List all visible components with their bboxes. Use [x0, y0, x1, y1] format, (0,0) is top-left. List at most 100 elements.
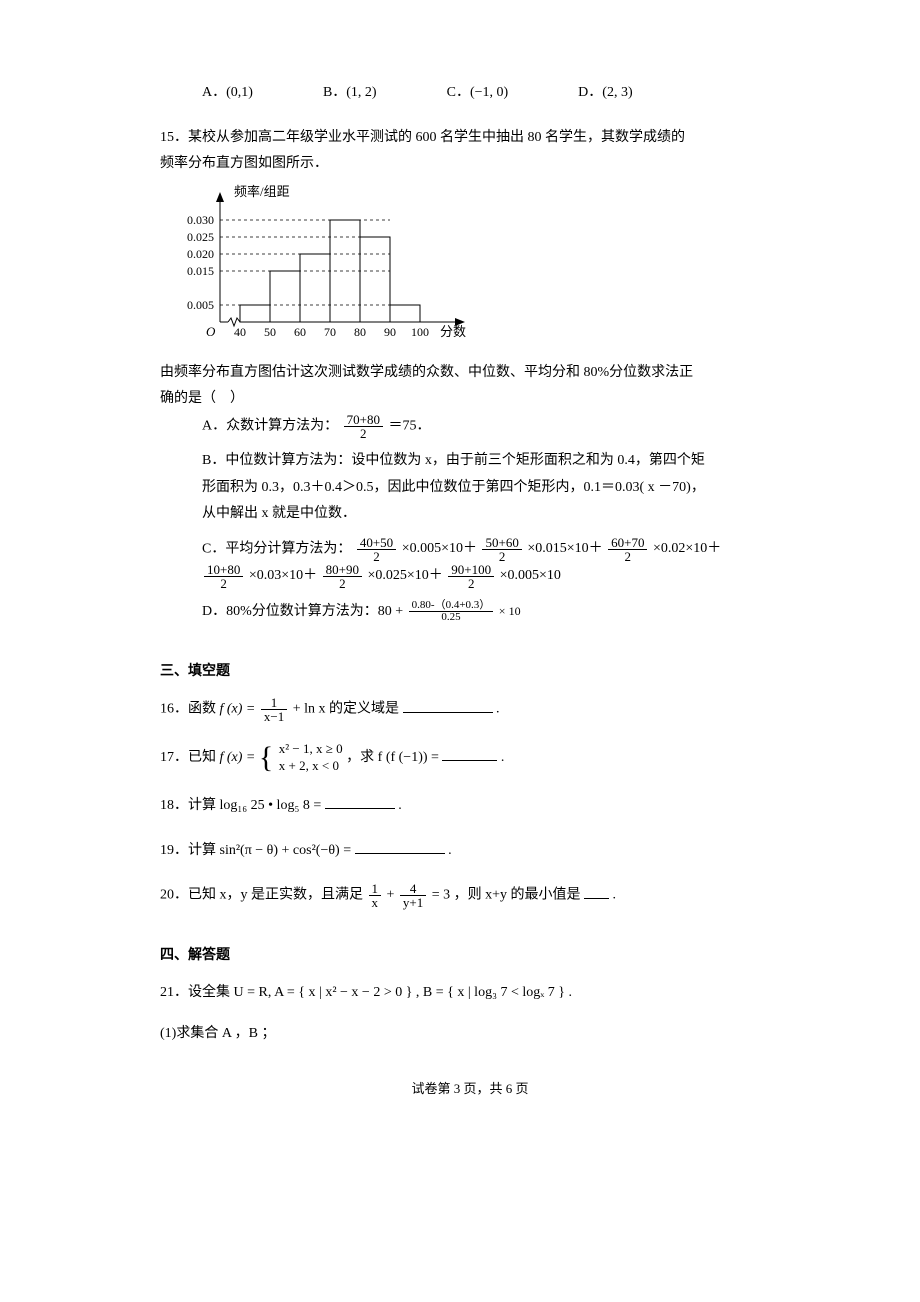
n: 1 [369, 882, 382, 895]
piece1: x² − 1, x ≥ 0 [279, 741, 343, 758]
q15-optC-row2: 10+802 ×0.03×10＋ 80+902 ×0.025×10＋ 90+10… [202, 563, 780, 590]
frac-c5: 80+902 [323, 563, 362, 590]
svg-text:100: 100 [411, 325, 429, 339]
q15-optC-pre: C．平均分计算方法为： [202, 542, 351, 557]
q15-optA-frac: 70+80 2 [344, 413, 383, 440]
q18-period: . [398, 798, 402, 813]
page-root: A．(0,1) B．(1, 2) C．(−1, 0) D．(2, 3) 15．某… [0, 0, 920, 1302]
q15-opt-D: D．80%分位数计算方法为：80 + 0.80-（0.4+0.3） 0.25 ×… [202, 599, 780, 626]
q14-choice-A: A．(0,1) [202, 80, 253, 107]
page-footer: 试卷第 3 页，共 6 页 [160, 1077, 780, 1102]
q20-period: . [613, 888, 617, 903]
svg-text:90: 90 [384, 325, 396, 339]
k6: ×0.005×10 [500, 569, 561, 584]
section-4-heading: 四、解答题 [160, 943, 780, 970]
k4: ×0.03×10＋ [249, 569, 317, 584]
q16-pre: 16．函数 [160, 702, 216, 717]
q17-period: . [501, 750, 505, 765]
q17-piecewise: x² − 1, x ≥ 0 x + 2, x < 0 [279, 741, 343, 775]
q14-choice-C: C．(−1, 0) [447, 80, 509, 107]
svg-text:0.005: 0.005 [187, 298, 214, 312]
q16-fx: f (x) = [220, 702, 256, 717]
q19: 19．计算 sin²(π − θ) + cos²(−θ) = . [160, 838, 780, 865]
frac-c4: 10+802 [204, 563, 243, 590]
d: 2 [323, 576, 362, 590]
frac-c1: 40+502 [357, 536, 396, 563]
n: 50+60 [482, 536, 521, 549]
n: 80+90 [323, 563, 362, 576]
q17: 17．已知 f (x) = { x² − 1, x ≥ 0 x + 2, x <… [160, 741, 780, 775]
d: y+1 [400, 895, 426, 909]
q20-frac1: 1 x [369, 882, 382, 909]
q15-stem-line2: 频率分布直方图如图所示． [160, 151, 780, 178]
q15-stem-line4: 确的是（ ） [160, 386, 780, 413]
n: 60+70 [608, 536, 647, 549]
n: 4 [400, 882, 426, 895]
q19-blank [355, 840, 445, 854]
svg-text:0.020: 0.020 [187, 247, 214, 261]
k3: ×0.02×10＋ [653, 541, 721, 556]
svg-text:80: 80 [354, 325, 366, 339]
q15-histogram: 0.0050.0150.0200.0250.030405060708090100… [160, 182, 780, 352]
q20-frac2: 4 y+1 [400, 882, 426, 909]
n: 0.80-（0.4+0.3） [409, 600, 494, 611]
n: 10+80 [204, 563, 243, 576]
d: 2 [482, 549, 521, 563]
q15-stem-line3: 由频率分布直方图估计这次测试数学成绩的众数、中位数、平均分和 80%分位数求法正 [160, 360, 780, 387]
frac-num: 70+80 [344, 413, 383, 426]
svg-text:50: 50 [264, 325, 276, 339]
q15-number: 15． [160, 130, 188, 145]
q15-optD-post: × 10 [499, 604, 521, 618]
d: 2 [357, 549, 396, 563]
piece2: x + 2, x < 0 [279, 758, 343, 775]
q14-choice-B: B．(1, 2) [323, 80, 377, 107]
q18-blank [325, 795, 395, 809]
svg-text:0.030: 0.030 [187, 213, 214, 227]
d: 2 [608, 549, 647, 563]
q20-pre: 20．已知 x，y 是正实数，且满足 [160, 888, 363, 903]
q15-optA-post: ＝75． [388, 419, 430, 434]
svg-text:40: 40 [234, 325, 246, 339]
q16-post: + ln x 的定义域是 [293, 702, 399, 717]
frac-c2: 50+602 [482, 536, 521, 563]
q15-optA-pre: A．众数计算方法为： [202, 419, 338, 434]
svg-text:0.015: 0.015 [187, 264, 214, 278]
q17-blank [442, 748, 497, 762]
q21-line2: (1)求集合 A ，B ； [160, 1021, 780, 1048]
q18: 18．计算 log₁₆ 25 • log₅ 8 = . [160, 793, 780, 820]
k2: ×0.015×10＋ [527, 541, 602, 556]
q15-optD-pre: D．80%分位数计算方法为：80 + [202, 604, 403, 619]
q15-optD-frac: 0.80-（0.4+0.3） 0.25 [409, 600, 494, 623]
q17-post: ，求 f (f (−1)) = [346, 750, 439, 765]
frac-c6: 90+1002 [448, 563, 494, 590]
n: 90+100 [448, 563, 494, 576]
q15-stem1-text: 某校从参加高二年级学业水平测试的 600 名学生中抽出 80 名学生，其数学成绩… [188, 130, 685, 145]
q15-opt-C: C．平均分计算方法为： 40+502 ×0.005×10＋ 50+602 ×0.… [202, 536, 780, 591]
q15-optC-row1: C．平均分计算方法为： 40+502 ×0.005×10＋ 50+602 ×0.… [202, 536, 780, 563]
q17-fx: f (x) = [220, 750, 256, 765]
svg-text:O: O [206, 324, 216, 339]
k1: ×0.005×10＋ [402, 541, 477, 556]
n: 40+50 [357, 536, 396, 549]
q20-eq: = 3 ，则 x+y 的最小值是 [432, 888, 581, 903]
q15-optB-l3: 从中解出 x 就是中位数． [202, 501, 780, 528]
q14-choice-D: D．(2, 3) [578, 80, 632, 107]
q16-period: . [496, 702, 500, 717]
q18-pre: 18．计算 log₁₆ 25 • log₅ 8 = [160, 798, 321, 813]
d: 0.25 [409, 611, 494, 623]
svg-text:0.025: 0.025 [187, 230, 214, 244]
q17-pre: 17．已知 [160, 750, 216, 765]
n: 1 [261, 696, 287, 709]
d: 2 [448, 576, 494, 590]
frac-den: 2 [344, 426, 383, 440]
svg-text:分数: 分数 [440, 324, 466, 339]
q19-period: . [448, 843, 452, 858]
svg-text:频率/组距: 频率/组距 [234, 184, 290, 199]
q15-optB-l2: 形面积为 0.3，0.3＋0.4＞0.5，因此中位数位于第四个矩形内，0.1＝0… [202, 475, 780, 502]
frac-c3: 60+702 [608, 536, 647, 563]
left-brace-icon: { [259, 743, 273, 773]
svg-text:70: 70 [324, 325, 336, 339]
q20-plus: + [387, 888, 395, 903]
d: 2 [204, 576, 243, 590]
q15-stem-line1: 15．某校从参加高二年级学业水平测试的 600 名学生中抽出 80 名学生，其数… [160, 125, 780, 152]
